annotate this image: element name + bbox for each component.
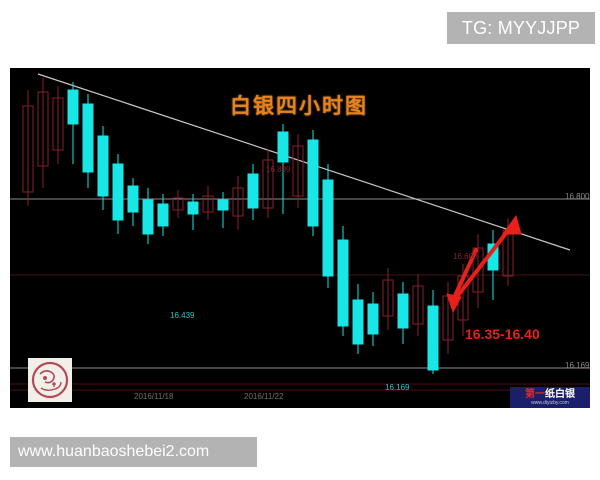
- axis-date-first: 2016/11/18: [134, 392, 174, 401]
- site-badge-name-white: 纸白银: [545, 389, 575, 400]
- tg-watermark-label: TG: MYYJJPP: [461, 17, 581, 38]
- label-swing-low-16169: 16.169: [385, 383, 410, 392]
- site-badge-name-red: 第一: [525, 389, 545, 400]
- chart-canvas: [10, 73, 590, 391]
- tg-watermark-badge: TG: MYYJJPP: [447, 12, 595, 44]
- label-swing-low-16439: 16.439: [170, 311, 195, 320]
- projection-arrow: [446, 214, 522, 314]
- chart-title: 白银四小时图: [230, 94, 368, 118]
- candlestick-series: [22, 78, 514, 374]
- axis-label-upper: 16.800: [565, 192, 590, 201]
- site-watermark-badge: 第一纸白银 www.diyizby.com: [510, 387, 590, 408]
- site-badge-name: 第一纸白银: [525, 389, 575, 400]
- trendline-resistance: [37, 73, 571, 251]
- label-swing-high-16899: 16.899: [266, 165, 291, 174]
- label-swing-high-16600: 16.600: [453, 252, 478, 261]
- axis-date-second: 2016/11/22: [244, 392, 284, 401]
- seal-stamp-logo: [28, 358, 72, 402]
- footer-caption-bar: www.huanbaoshebei2.com: [10, 437, 257, 467]
- site-badge-url: www.diyizby.com: [531, 400, 569, 406]
- footer-caption-text: www.huanbaoshebei2.com: [18, 443, 210, 460]
- target-zone-label: 16.35-16.40: [465, 326, 540, 342]
- axis-label-lower: 16.169: [565, 361, 590, 370]
- candlestick-chart-panel: 白银四小时图 16.899 16.439 16.600 16.169 16.80…: [10, 68, 590, 408]
